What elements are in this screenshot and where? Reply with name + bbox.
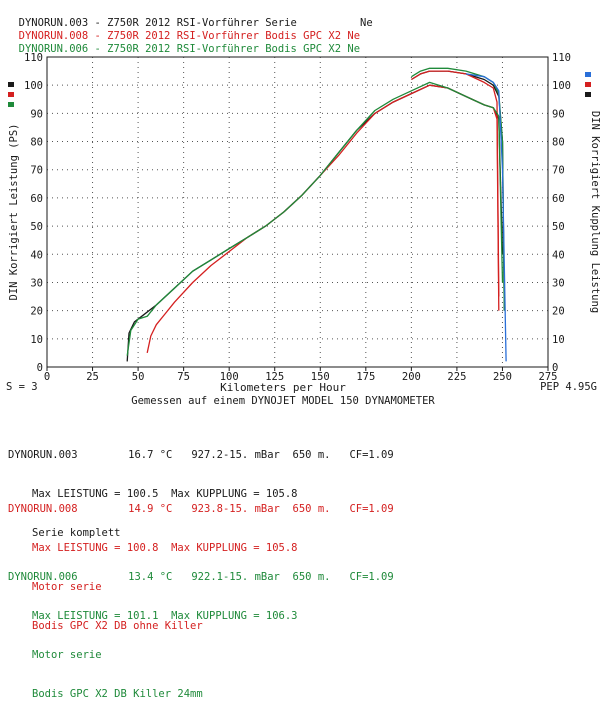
y-tick-label-left: 20: [30, 306, 43, 318]
y-tick-label-right: 40: [552, 249, 565, 261]
run-info-006-line1: DYNORUN.006 13.4 °C 922.1-15. mBar 650 m…: [8, 571, 394, 584]
y-axis-right-label: DIN Korrigiert Kupplung Leistung: [589, 111, 601, 313]
y-tick-label-left: 0: [37, 362, 43, 374]
y-tick-label-left: 80: [30, 137, 43, 149]
y-tick-label-right: 90: [552, 108, 565, 120]
legend-mark-red: [8, 92, 14, 97]
x-tick-label: 75: [177, 371, 190, 383]
run-info-003-cf: CF=1.09: [349, 449, 394, 461]
series-line-2: [146, 84, 500, 354]
legend-mark-blue: [585, 72, 591, 77]
legend-mark-black-r: [585, 92, 591, 97]
chart-axes: [46, 56, 549, 368]
run-info-003-baro: 927.2-15. mBar: [191, 449, 280, 461]
x-tick-label: 250: [493, 371, 512, 383]
y-tick-label-right: 20: [552, 306, 565, 318]
run-header-1: DYNORUN.003 - Z750R 2012 RSI-Vorführer S…: [6, 5, 373, 29]
run-info-008-baro: 923.8-15. mBar: [191, 503, 280, 515]
run-info-006-max: Max LEISTUNG = 101.1 Max KUPPLUNG = 106.…: [32, 610, 298, 622]
run-info-006-cf: CF=1.09: [349, 571, 394, 583]
run-header-1-desc: - Z750R 2012 RSI-Vorführer Serie Ne: [88, 17, 373, 29]
run-header-2: DYNORUN.008 - Z750R 2012 RSI-Vorführer B…: [6, 18, 360, 42]
run-header-3: DYNORUN.006 - Z750R 2012 RSI-Vorführer B…: [6, 31, 360, 55]
y-tick-label-left: 90: [30, 108, 43, 120]
series-line-5: [411, 67, 505, 311]
y-tick-label-left: 110: [24, 52, 43, 64]
y-tick-label-right: 80: [552, 137, 565, 149]
run-info-003: DYNORUN.003 16.7 °C 927.2-15. mBar 650 m…: [8, 423, 394, 553]
run-info-006-note1: Motor serie: [32, 649, 102, 661]
x-tick-label: 125: [265, 371, 284, 383]
series-line-4: [126, 81, 504, 356]
y-tick-label-left: 40: [30, 249, 43, 261]
chart-curves: [126, 67, 507, 362]
chart-grid: [47, 57, 548, 367]
x-tick-label: 225: [447, 371, 466, 383]
x-axis-label: Kilometers per Hour: [220, 381, 346, 394]
run-info-008-cf: CF=1.09: [349, 503, 394, 515]
run-info-008-note1: Motor serie: [32, 581, 102, 593]
run-info-008-max: Max LEISTUNG = 100.8 Max KUPPLUNG = 105.…: [32, 542, 298, 554]
legend-mark-red-r: [585, 82, 591, 87]
y-tick-label-right: 70: [552, 165, 565, 177]
x-tick-label: 150: [311, 371, 330, 383]
y-tick-label-left: 70: [30, 165, 43, 177]
y-tick-label-right: 100: [552, 80, 571, 92]
legend-mark-green: [8, 102, 14, 107]
y-axis-left-label: DIN Korrigiert Leistung (PS): [8, 123, 20, 300]
y-tick-label-right: 0: [552, 362, 558, 374]
footer-right: PEP 4.95G: [540, 381, 597, 393]
run-info-008-title: DYNORUN.008: [8, 503, 78, 515]
run-info-003-max: Max LEISTUNG = 100.5 Max KUPPLUNG = 105.…: [32, 488, 298, 500]
x-tick-label: 100: [220, 371, 239, 383]
run-info-003-temp: 16.7 °C: [128, 449, 173, 461]
x-tick-label: 275: [539, 371, 558, 383]
run-header-3-desc: - Z750R 2012 RSI-Vorführer Bodis GPC X2 …: [88, 43, 361, 55]
y-tick-label-right: 60: [552, 193, 565, 205]
run-header-2-desc: - Z750R 2012 RSI-Vorführer Bodis GPC X2 …: [88, 30, 361, 42]
run-info-003-alt: 650 m.: [292, 449, 331, 461]
y-tick-label-left: 60: [30, 193, 43, 205]
legend-mark-black: [8, 82, 14, 87]
y-tick-label-left: 50: [30, 221, 43, 233]
x-tick-label: 0: [44, 371, 50, 383]
plot-frame: [46, 56, 549, 368]
run-header-2-id: DYNORUN.008: [18, 30, 89, 42]
run-info-003-line1: DYNORUN.003 16.7 °C 927.2-15. mBar 650 m…: [8, 449, 394, 462]
run-info-006: DYNORUN.006 13.4 °C 922.1-15. mBar 650 m…: [8, 545, 394, 714]
run-info-006-note2: Bodis GPC X2 DB Killer 24mm: [32, 688, 203, 700]
y-tick-label-right: 30: [552, 277, 565, 289]
run-info-003-note1: Serie komplett: [32, 527, 121, 539]
y-tick-label-right: 110: [552, 52, 571, 64]
y-tick-label-right: 50: [552, 221, 565, 233]
y-tick-label-left: 10: [30, 334, 43, 346]
run-info-003-title: DYNORUN.003: [8, 449, 78, 461]
run-info-008-alt: 650 m.: [292, 503, 331, 515]
series-line-6: [465, 73, 507, 362]
run-header-1-id: DYNORUN.003: [18, 17, 89, 29]
run-info-006-baro: 922.1-15. mBar: [191, 571, 280, 583]
series-line-0: [126, 84, 504, 362]
y-tick-label-left: 100: [24, 80, 43, 92]
y-tick-label-left: 30: [30, 277, 43, 289]
x-axis-sub-label: Gemessen auf einem DYNOJET MODEL 150 DYN…: [131, 395, 435, 407]
footer-left: S = 3: [6, 381, 38, 393]
x-tick-label: 25: [86, 371, 99, 383]
legend-marks-right: [585, 72, 591, 102]
y-tick-label-right: 10: [552, 334, 565, 346]
x-tick-label: 200: [402, 371, 421, 383]
x-tick-label: 50: [132, 371, 145, 383]
run-info-008-line1: DYNORUN.008 14.9 °C 923.8-15. mBar 650 m…: [8, 503, 394, 516]
run-info-006-title: DYNORUN.006: [8, 571, 78, 583]
legend-marks-left: [8, 82, 14, 112]
run-info-008-temp: 14.9 °C: [128, 503, 173, 515]
x-tick-label: 175: [356, 371, 375, 383]
run-header-3-id: DYNORUN.006: [18, 43, 89, 55]
run-info-006-temp: 13.4 °C: [128, 571, 173, 583]
run-info-006-alt: 650 m.: [292, 571, 331, 583]
